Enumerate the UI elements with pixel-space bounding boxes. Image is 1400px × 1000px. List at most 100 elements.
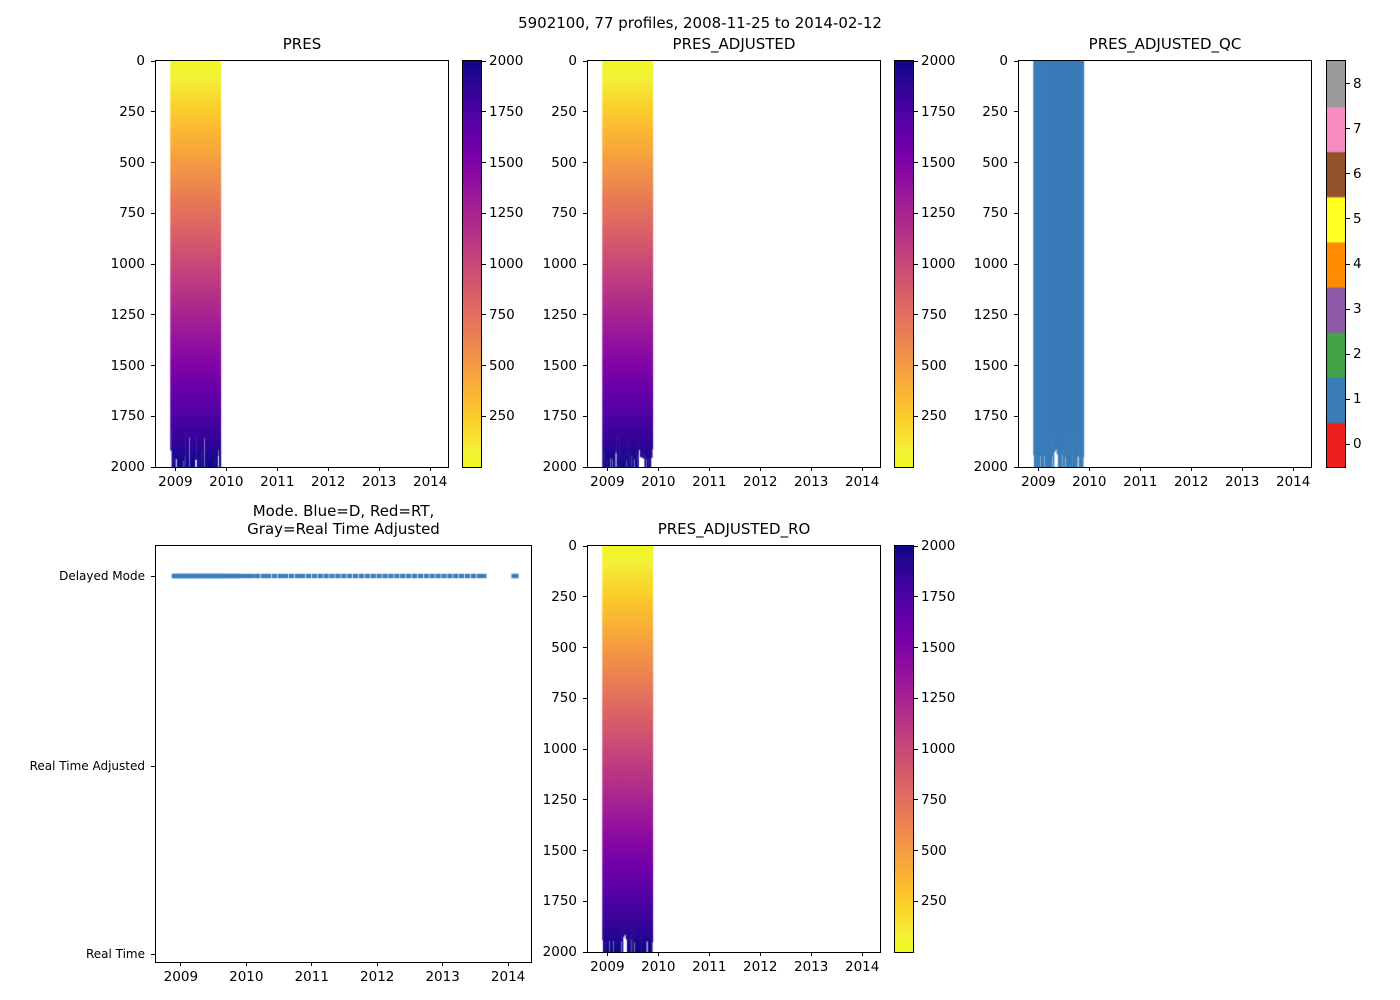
colorbar-tick-pres_adjusted_qc-2 [1346,353,1351,355]
colorbar-pres_adjusted [894,60,914,468]
ytick-label-pres_adjusted_qc-0: 0 [999,53,1008,69]
plot-content-pres_adjusted [588,61,880,467]
ytick-mark-pres_adjusted_ro-4 [582,748,587,750]
xtick-label-pres-5: 2014 [412,474,448,490]
colorbar-tick-pres-3 [482,263,487,265]
xtick-label-pres_adjusted_qc-2: 2011 [1123,474,1158,490]
ytick-label-pres_adjusted-0: 0 [568,53,577,69]
plot-area-pres_adjusted_qc [1018,60,1312,468]
colorbar-label-pres_adjusted_ro-2: 750 [921,791,947,808]
colorbar-label-pres_adjusted-4: 1250 [921,205,956,222]
ytick-mark-pres_adjusted_qc-3 [1013,212,1018,214]
xtick-label-pres_adjusted-4: 2013 [794,474,829,490]
xtick-mark-pres_adjusted-0 [606,467,608,472]
xtick-mark-pres-0 [174,467,176,472]
colorbar-tick-pres_adjusted_qc-0 [1346,443,1351,446]
colorbar-tick-pres_adjusted_qc-7 [1346,128,1351,130]
ytick-mark-pres_adjusted_qc-0 [1013,60,1018,62]
ytick-mark-pres-4 [150,263,155,265]
ytick-label-pres_adjusted_qc-3: 750 [982,205,1008,222]
ytick-label-pres_adjusted_ro-3: 750 [551,690,577,707]
xtick-mark-pres_adjusted-2 [708,467,710,472]
ytick-label-pres_adjusted-8: 2000 [542,459,577,475]
ytick-label-pres_adjusted_qc-7: 1750 [973,408,1008,425]
ytick-label-pres_adjusted_ro-1: 250 [551,588,577,605]
colorbar-label-pres_adjusted-7: 2000 [921,53,956,69]
figure-suptitle: 5902100, 77 profiles, 2008-11-25 to 2014… [518,14,882,32]
ytick-mark-pres-0 [150,60,155,62]
colorbar-label-pres_adjusted_qc-7: 7 [1353,120,1362,137]
ytick-label-pres_adjusted_qc-2: 500 [982,154,1008,171]
xtick-label-mode-2: 2011 [294,969,329,985]
colorbar-label-pres_adjusted-2: 750 [921,306,947,323]
colorbar-label-pres-4: 1250 [489,205,524,222]
colorbar-tick-pres_adjusted_ro-2 [914,799,919,801]
ytick-label-pres_adjusted-1: 250 [551,103,577,120]
colorbar-label-pres-7: 2000 [489,53,524,69]
plot-area-pres_adjusted [587,60,881,468]
colorbar-tick-pres_adjusted_qc-3 [1346,308,1351,310]
xtick-label-pres_adjusted-3: 2012 [743,474,778,490]
ytick-mark-pres_adjusted_ro-7 [582,900,587,902]
xtick-mark-mode-1 [245,962,247,967]
xtick-mark-pres-1 [225,467,227,472]
colorbar-tick-pres_adjusted_qc-5 [1346,218,1351,220]
ytick-mark-pres-3 [150,212,155,214]
ytick-label-pres-2: 500 [119,154,145,171]
ytick-mark-pres-2 [150,162,155,164]
xtick-mark-pres-2 [276,467,278,472]
colorbar-label-pres-1: 500 [489,357,515,374]
ytick-mark-pres_adjusted_qc-5 [1013,314,1018,316]
ytick-label-mode-2: Real Time [85,947,145,961]
xtick-mark-mode-2 [311,962,313,967]
colorbar-gradient-pres_adjusted_qc [1327,61,1345,467]
plot-area-mode [155,545,532,963]
colorbar-label-pres_adjusted_qc-4: 4 [1353,256,1362,272]
colorbar-label-pres_adjusted_ro-3: 1000 [921,741,956,757]
colorbar-pres_adjusted_qc [1326,60,1346,468]
ytick-label-pres_adjusted_ro-7: 1750 [542,893,577,910]
ytick-mark-pres_adjusted_ro-0 [582,545,587,547]
ytick-mark-pres_adjusted_qc-4 [1013,263,1018,265]
xtick-mark-pres_adjusted_qc-1 [1088,467,1090,472]
ytick-mark-pres-8 [150,466,155,468]
xtick-label-pres_adjusted_qc-0: 2009 [1021,474,1056,490]
ytick-mark-pres-7 [150,415,155,417]
ytick-label-pres-3: 750 [119,205,145,222]
colorbar-label-pres_adjusted_ro-6: 1750 [921,588,956,605]
colorbar-label-pres_adjusted_ro-0: 250 [921,893,947,910]
ytick-mark-mode-1 [150,765,155,767]
xtick-label-mode-0: 2009 [163,969,199,985]
xtick-mark-pres_adjusted-4 [810,467,812,472]
colorbar-tick-pres-2 [482,314,487,316]
ytick-label-pres_adjusted_ro-2: 500 [551,639,577,656]
colorbar-tick-pres-0 [482,415,487,417]
colorbar-tick-pres_adjusted_ro-7 [914,545,919,547]
colorbar-label-pres-0: 250 [489,408,515,425]
colorbar-label-pres_adjusted_qc-8: 8 [1353,75,1362,92]
xtick-label-pres_adjusted-0: 2009 [590,474,625,490]
xtick-mark-pres_adjusted_qc-3 [1190,467,1192,472]
plot-content-pres [156,61,448,467]
ytick-label-pres_adjusted-4: 1000 [542,256,577,272]
ytick-mark-pres_adjusted-5 [582,314,587,316]
ytick-label-pres-5: 1250 [110,306,145,323]
xtick-label-pres_adjusted_qc-1: 2010 [1072,474,1107,490]
xtick-mark-pres_adjusted_qc-0 [1037,467,1039,472]
xtick-mark-mode-0 [180,962,182,967]
xtick-mark-pres_adjusted_ro-4 [810,952,812,957]
xtick-label-pres_adjusted_ro-4: 2013 [794,959,829,975]
xtick-mark-pres_adjusted-1 [657,467,659,472]
plot-area-pres [155,60,449,468]
ytick-label-pres_adjusted_ro-0: 0 [568,538,577,554]
ytick-label-pres-6: 1500 [110,357,145,374]
ytick-mark-pres_adjusted_ro-3 [582,697,587,699]
ytick-mark-pres_adjusted_ro-2 [582,647,587,649]
colorbar-tick-pres_adjusted_ro-5 [914,647,919,649]
colorbar-tick-pres_adjusted_qc-6 [1346,173,1351,175]
axes-title-pres: PRES [282,35,322,53]
colorbar-label-pres_adjusted-1: 500 [921,357,947,374]
colorbar-label-pres_adjusted_qc-0: 0 [1353,436,1362,453]
colorbar-tick-pres_adjusted-7 [914,60,919,62]
